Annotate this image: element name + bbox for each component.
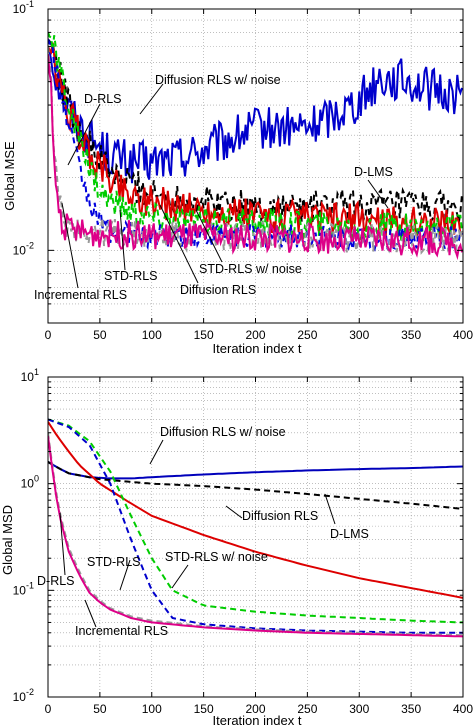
x-tick-labels: 0 50 100 150 200 250 300 350 400: [45, 328, 474, 342]
y-tick-labels: 10-1 10-2: [13, 0, 34, 257]
x-tick-label: 350: [401, 328, 421, 342]
annot-arrow-d-lms: [367, 179, 389, 209]
series-d-lms: [48, 461, 463, 510]
tick-marks: [47, 377, 464, 698]
annot-d-rls: D-RLS: [37, 574, 75, 588]
annot-std-rls: STD-RLS: [104, 269, 157, 283]
x-tick-label: 250: [297, 328, 317, 342]
series-diffusion-rls-w-noise: [48, 46, 463, 184]
x-tick-label: 0: [45, 702, 52, 716]
series-d-lms: [48, 38, 463, 226]
annot-arrow-diffusion-rls-noise: [149, 439, 164, 465]
x-tick-label: 250: [297, 702, 317, 716]
x-tick-label: 300: [349, 328, 369, 342]
x-tick-label: 50: [93, 328, 107, 342]
annot-arrow-std-rls-noise: [195, 209, 223, 263]
series-incremental-rls: [48, 54, 463, 261]
x-tick-label: 150: [194, 328, 214, 342]
y-tick-label: 10-2: [13, 240, 34, 257]
annot-d-rls: D-RLS: [84, 92, 122, 106]
annot-arrow-diffusion-rls-noise: [139, 83, 164, 115]
x-tick-label: 0: [45, 328, 52, 342]
y-tick-label: 10-1: [13, 0, 34, 16]
mse-chart: 10-1 10-2 0 50 100 150 200 250 300 350 400 Iterat…: [2, 0, 473, 356]
annot-diffusion-rls-noise: Diffusion RLS w/ noise: [155, 73, 281, 87]
annot-diffusion-rls: Diffusion RLS: [180, 283, 256, 297]
x-tick-label: 400: [453, 702, 473, 716]
annot-incremental-rls: Incremental RLS: [75, 624, 168, 638]
y-axis-label: Global MSD: [0, 505, 15, 575]
tick-marks: [47, 9, 464, 324]
series-diffusion-rls: [48, 421, 463, 599]
annot-arrow-d-rls: [67, 103, 101, 166]
y-tick-labels: 101 100 10-1 10-2: [13, 367, 39, 704]
annot-arrow-incremental-rls: [61, 202, 79, 289]
x-tick-label: 200: [245, 702, 265, 716]
series-incremental-rls: [48, 435, 463, 638]
annot-incremental-rls: Incremental RLS: [34, 288, 127, 302]
x-tick-label: 200: [245, 328, 265, 342]
x-tick-label: 100: [142, 328, 162, 342]
series-diffusion-rls-w-noise: [48, 461, 463, 480]
y-axis-label: Global MSE: [2, 141, 17, 211]
series-std-rls-w-noise: [48, 418, 463, 624]
annotations: [61, 83, 389, 289]
x-tick-label: 150: [194, 702, 214, 716]
annot-arrow-incremental-rls: [84, 599, 97, 628]
x-tick-label: 300: [349, 702, 369, 716]
y-tick-label: 100: [21, 474, 39, 491]
annot-std-rls-noise: STD-RLS w/ noise: [165, 550, 268, 564]
series-std-rls: [48, 418, 463, 634]
annot-diffusion-rls: Diffusion RLS: [242, 509, 318, 523]
y-tick-label: 101: [21, 367, 39, 384]
x-axis-label: Iteration index t: [213, 713, 302, 727]
series-group: [48, 32, 463, 261]
x-tick-label: 400: [453, 328, 473, 342]
x-tick-label: 50: [93, 702, 107, 716]
x-axis-label: Iteration index t: [213, 341, 302, 356]
y-tick-label: 10-1: [13, 580, 34, 597]
annot-d-lms: D-LMS: [330, 527, 369, 541]
annotations: [59, 439, 336, 628]
annot-d-lms: D-LMS: [354, 165, 393, 179]
annot-arrow-diffusion-rls: [225, 505, 243, 519]
annot-diffusion-rls-noise: Diffusion RLS w/ noise: [160, 425, 286, 439]
y-tick-label: 10-2: [13, 687, 34, 704]
annot-arrow-std-rls-noise: [171, 564, 189, 589]
x-tick-label: 350: [401, 702, 421, 716]
series-group: [48, 418, 463, 638]
annot-arrow-std-rls: [119, 209, 126, 271]
series-diffusion-rls: [48, 42, 463, 241]
annot-arrow-d-lms: [324, 493, 336, 525]
x-tick-labels: 0 50 100 150 200 250 300 350 400: [45, 702, 474, 716]
series-std-rls-w-noise: [48, 32, 463, 244]
annot-std-rls-noise: STD-RLS w/ noise: [199, 262, 302, 276]
x-tick-label: 100: [142, 702, 162, 716]
annot-arrow-diffusion-rls: [159, 204, 199, 284]
annot-arrow-d-rls: [59, 512, 66, 576]
annot-std-rls: STD-RLS: [87, 555, 140, 569]
annot-arrow-std-rls: [119, 559, 131, 591]
gridlines: [47, 9, 464, 324]
